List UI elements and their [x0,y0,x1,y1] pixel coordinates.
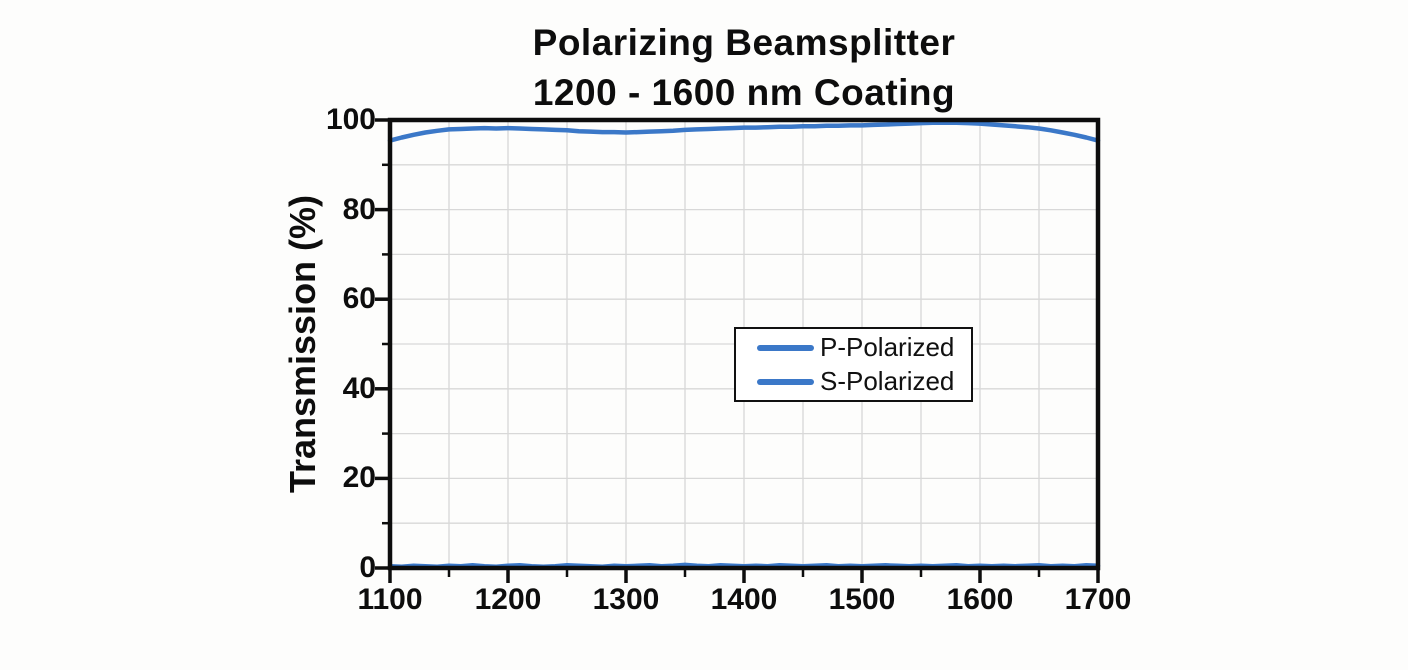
x-tick-label-1400: 1400 [710,583,778,616]
legend: P-Polarized S-Polarized [734,327,973,402]
x-tick-label-1500: 1500 [828,583,896,616]
p-polarized-curve [387,120,1101,143]
plot-frame [387,117,1101,571]
chart-title-line2: 1200 - 1600 nm Coating [532,72,956,113]
x-tick-label-1100: 1100 [357,583,423,616]
y-tick-label-60: 60 [342,282,376,316]
y-tick-label-20: 20 [342,461,376,495]
chart-title-line1: Polarizing Beamsplitter [532,22,956,63]
legend-entry-label: S-Polarized [820,366,955,396]
x-tick-label-1200: 1200 [474,583,542,616]
x-tick-label-1700: 1700 [1064,583,1132,616]
y-tick-label-80: 80 [342,192,376,226]
plot-svg [375,117,1101,583]
y-tick-label-40: 40 [342,371,376,405]
y-axis-title: Transmission (%) [282,194,323,494]
x-tick-label-1600: 1600 [946,583,1014,616]
y-tick-label-100: 100 [325,103,376,136]
legend-entry-label: P-Polarized [820,332,955,362]
legend-entry: P-Polarized [757,332,971,363]
y-tick-label-0: 0 [359,551,376,584]
x-tick-label-1300: 1300 [592,583,660,616]
legend-line-sample [757,344,814,351]
legend-entry: S-Polarized [757,366,971,397]
chart-title: Polarizing Beamsplitter 1200 - 1600 nm C… [390,18,1098,118]
legend-line-sample [757,378,814,385]
plot-area: P-Polarized S-Polarized [375,117,1101,583]
